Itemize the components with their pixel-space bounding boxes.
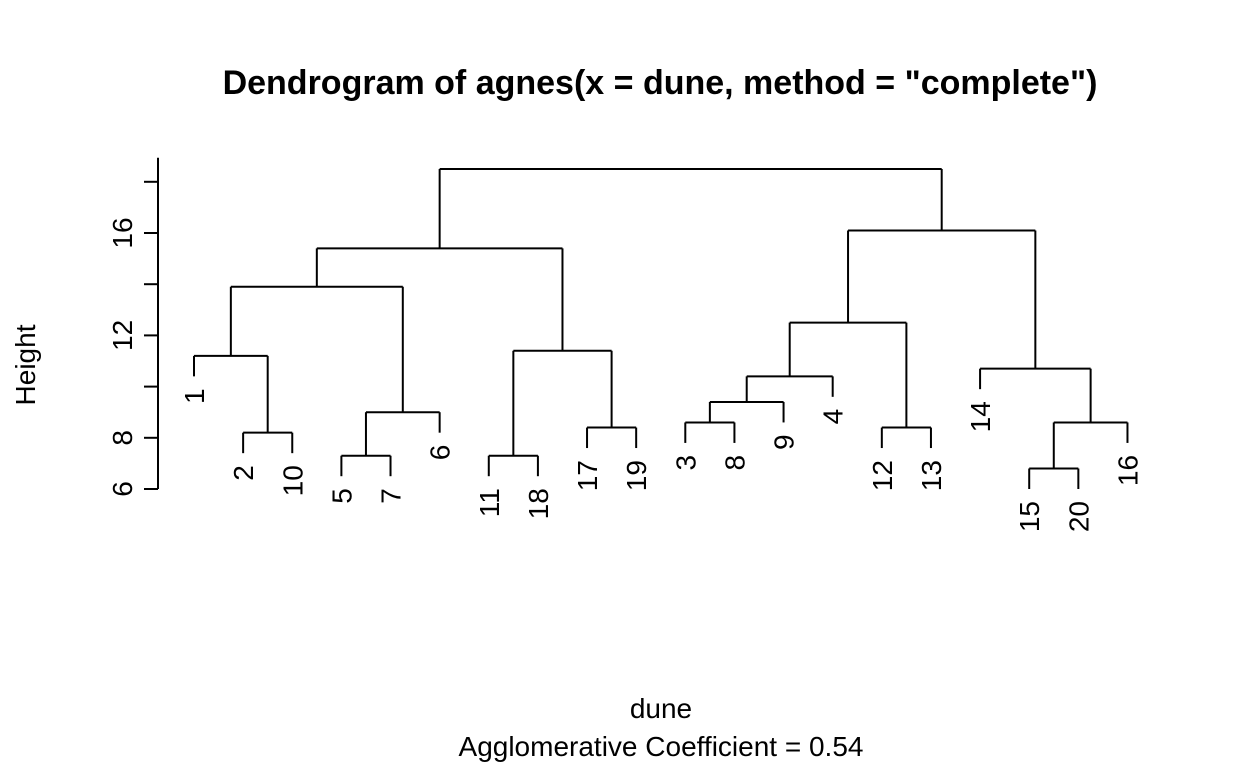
leaf-label-4: 4 [818,409,849,425]
dendrogram-branches [193,168,1129,489]
leaf-label-14: 14 [965,401,996,432]
y-tick-label-6: 6 [107,481,138,497]
leaf-label-11: 11 [474,488,505,517]
leaf-label-15: 15 [1014,501,1045,532]
y-tick-label-8: 8 [107,430,138,446]
leaf-label-8: 8 [719,455,750,471]
y-axis-label: Height [10,324,41,405]
leaf-label-7: 7 [376,488,407,504]
leaf-label-19: 19 [621,460,652,491]
leaf-label-10: 10 [277,465,308,496]
y-tick-label-12: 12 [107,320,138,351]
leaf-label-5: 5 [326,488,357,504]
x-axis-label: dune [630,693,692,724]
leaf-label-16: 16 [1112,455,1143,486]
leaf-label-1: 1 [179,388,210,404]
leaf-label-12: 12 [867,460,898,491]
leaf-label-6: 6 [425,445,456,461]
leaf-label-17: 17 [572,460,603,491]
chart-title: Dendrogram of agnes(x = dune, method = "… [223,64,1098,102]
leaf-label-18: 18 [523,488,554,519]
leaf-label-13: 13 [916,460,947,491]
leaf-label-20: 20 [1063,501,1094,532]
y-tick-label-16: 16 [107,217,138,248]
leaf-label-3: 3 [670,455,701,471]
y-axis: 6 8 12 16 [107,157,159,497]
leaf-label-9: 9 [769,434,800,450]
agglomerative-coefficient: Agglomerative Coefficient = 0.54 [459,731,864,762]
leaf-label-2: 2 [228,465,259,481]
